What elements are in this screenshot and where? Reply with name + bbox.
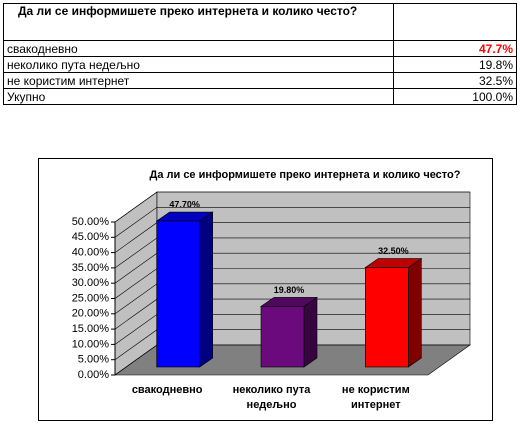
row-label: Укупно [3, 88, 394, 105]
row-label: не користим интернет [3, 72, 394, 89]
y-tick-label: 15.00% [72, 323, 110, 335]
chart-title: Да ли се информишете преко интернета и к… [150, 169, 461, 181]
data-table: Да ли се информишете преко интернета и к… [3, 3, 517, 105]
y-tick-label: 0.00% [78, 369, 109, 381]
grid-line [114, 191, 470, 223]
value-label: 47.70% [169, 199, 200, 209]
value-label: 32.50% [378, 246, 409, 256]
row-value: 19.8% [393, 56, 517, 73]
x-tick-label: свакодневно [131, 384, 203, 396]
bar [260, 306, 305, 368]
y-tick-label: 10.00% [72, 338, 110, 350]
chart: Да ли се информишете преко интернета и к… [38, 158, 493, 421]
bar [156, 220, 200, 368]
y-tick-label: 35.00% [72, 262, 110, 274]
bar [365, 267, 409, 368]
row-value: 47.7% [393, 40, 517, 57]
row-value: 32.5% [393, 72, 517, 89]
y-tick-label: 50.00% [72, 216, 110, 228]
y-tick-label: 20.00% [72, 308, 110, 320]
grid-line [114, 206, 470, 238]
row-label: неколико пута недељно [3, 56, 394, 73]
table-header-empty [393, 3, 517, 41]
bar-side [199, 211, 213, 368]
table-header: Да ли се информишете преко интернета и к… [3, 3, 394, 41]
y-tick-label: 5.00% [78, 354, 109, 366]
x-tick-label: не користим интернет [341, 384, 410, 411]
row-label: свакодневно [3, 40, 394, 57]
row-value: 100.0% [393, 88, 517, 105]
y-tick-label: 25.00% [72, 292, 110, 304]
bar-side [408, 257, 422, 368]
y-tick-label: 30.00% [72, 277, 110, 289]
value-label: 19.80% [274, 285, 305, 295]
y-tick-label: 45.00% [72, 231, 110, 243]
bar-side [303, 296, 318, 368]
x-tick-label: неколико пута недељно [232, 384, 311, 411]
y-tick-label: 40.00% [72, 247, 110, 259]
